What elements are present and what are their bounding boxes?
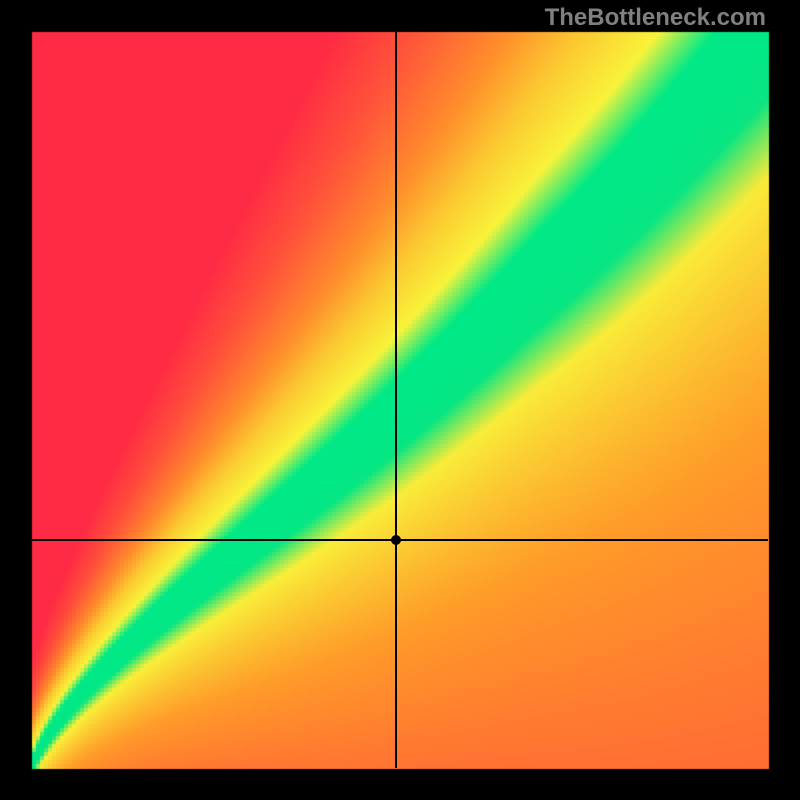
crosshair-vertical — [395, 32, 397, 768]
crosshair-dot — [391, 535, 401, 545]
bottleneck-heatmap — [0, 0, 800, 800]
watermark-text: TheBottleneck.com — [545, 4, 766, 32]
